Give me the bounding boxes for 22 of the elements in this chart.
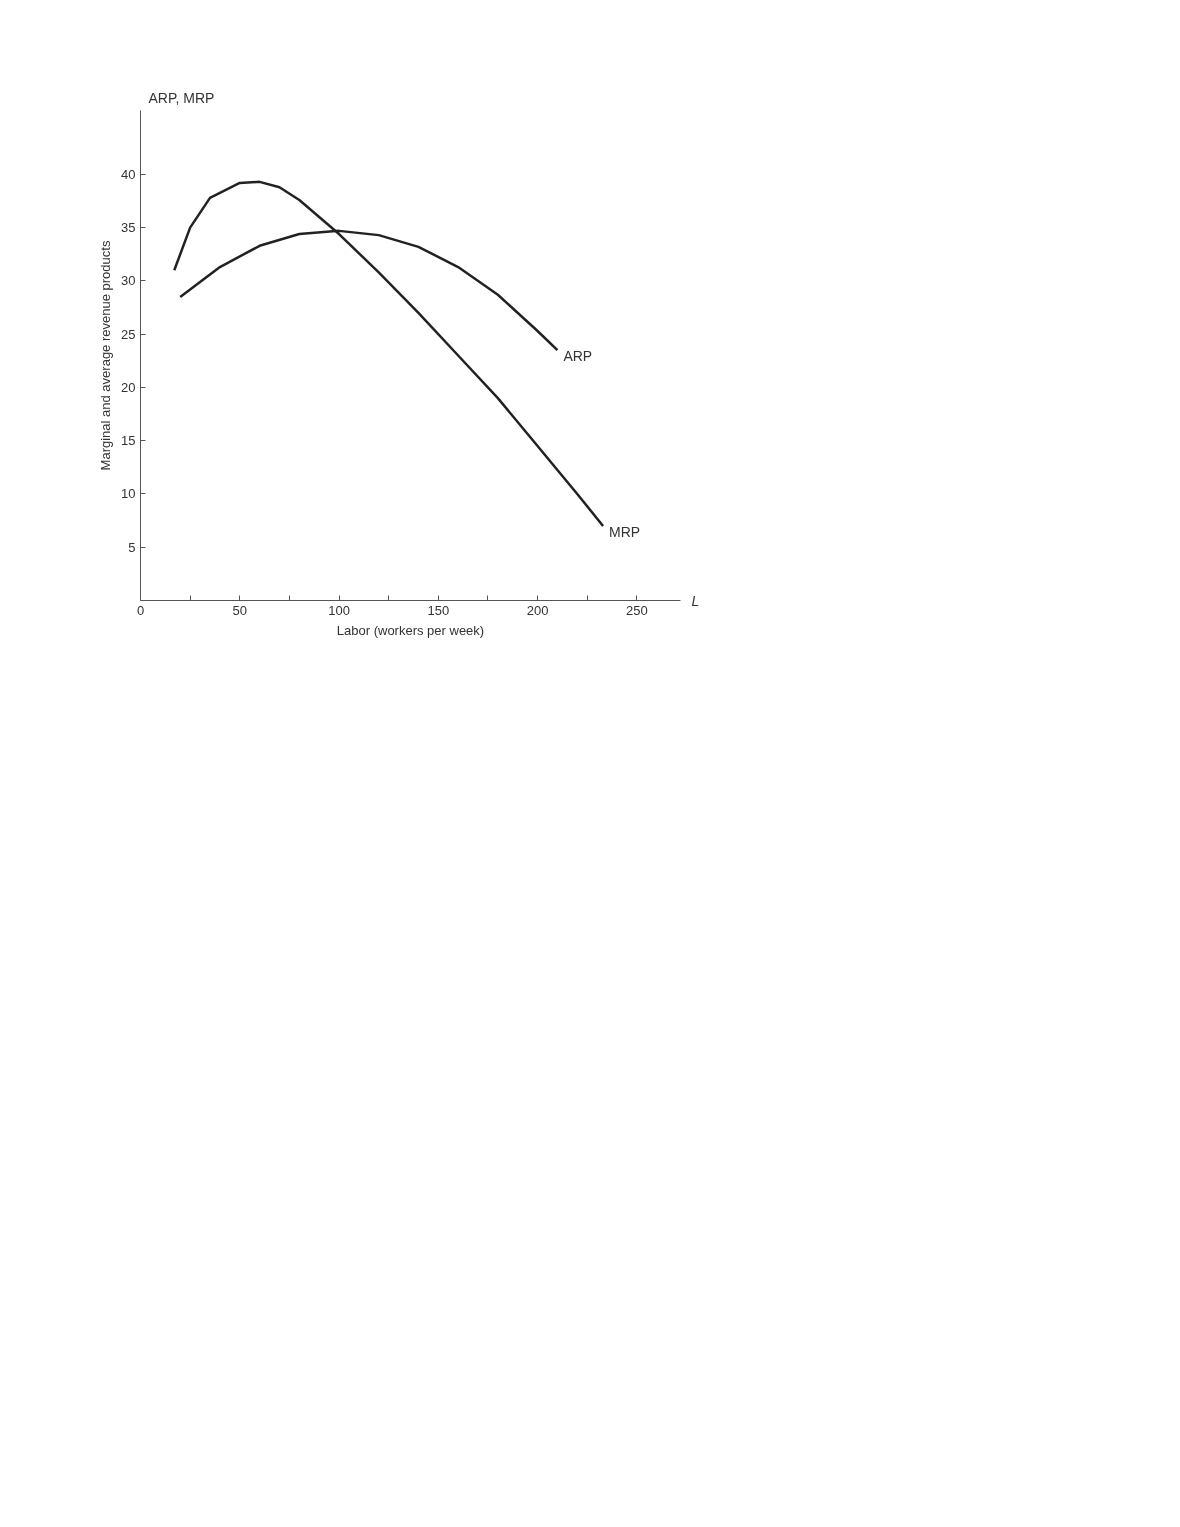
x-tick-label: 200 (526, 602, 549, 618)
y-tick-label: 30 (121, 273, 136, 289)
y-tick-label: 10 (121, 486, 136, 502)
x-axis-title: Labor (workers per week) (336, 622, 485, 638)
x-tick-label: 0 (136, 602, 145, 618)
x-tick-label: 50 (232, 602, 247, 618)
y-tick-label: 40 (121, 166, 136, 182)
line-series (178, 229, 559, 352)
y-axis-title: Marginal and average revenue products (98, 240, 114, 471)
text: ARP, MRP (148, 89, 215, 106)
x-tick-label: 100 (328, 602, 350, 618)
y-tick-label: 5 (128, 539, 136, 555)
y-tick-label: 15 (121, 433, 136, 449)
y-tick-label: 20 (121, 379, 136, 395)
series-label: MRP (609, 523, 641, 540)
x-tick-label: 150 (427, 602, 450, 618)
series-label: ARP (563, 348, 593, 365)
y-tick-label: 35 (121, 220, 136, 236)
text: L (691, 592, 700, 609)
line-series (173, 180, 605, 528)
y-tick-label: 25 (121, 326, 136, 342)
x-tick-label: 250 (625, 602, 648, 618)
